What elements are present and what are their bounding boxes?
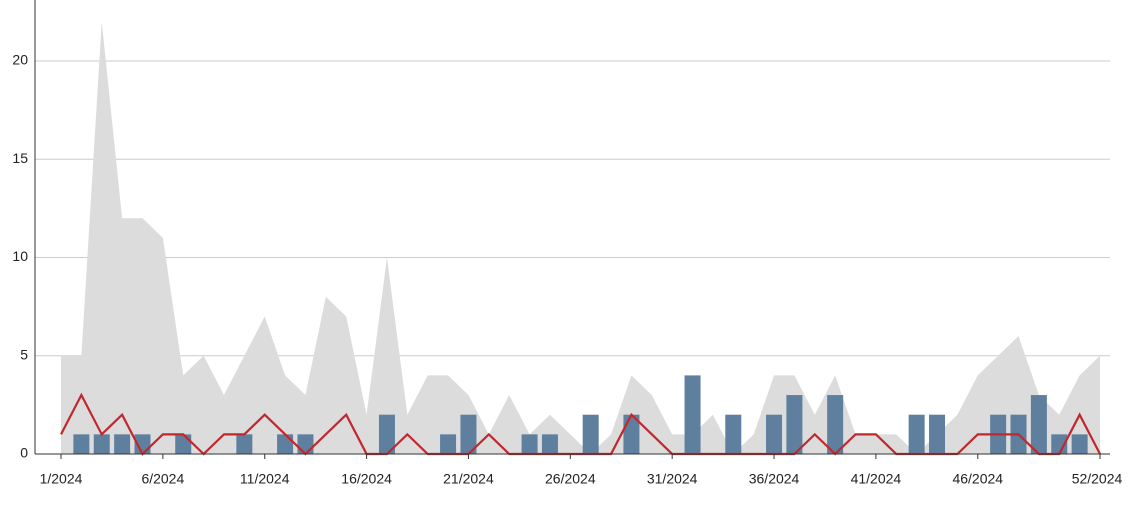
- bar: [1051, 434, 1068, 454]
- x-tick-label: 21/2024: [443, 471, 494, 487]
- x-tick-label: 6/2024: [141, 471, 184, 487]
- bar: [541, 434, 558, 454]
- y-tick-label: 10: [12, 248, 28, 264]
- bar: [440, 434, 457, 454]
- bar: [236, 434, 253, 454]
- bar: [378, 414, 395, 454]
- bar: [929, 414, 946, 454]
- bar: [93, 434, 110, 454]
- bar: [460, 414, 477, 454]
- bar: [114, 434, 131, 454]
- x-tick-label: 52/2024: [1072, 471, 1123, 487]
- bar: [786, 395, 803, 454]
- y-tick-label: 0: [20, 445, 28, 461]
- bar: [684, 375, 701, 454]
- y-tick-label: 15: [12, 150, 28, 166]
- bar: [175, 434, 192, 454]
- y-tick-label: 20: [12, 52, 28, 68]
- bar: [827, 395, 844, 454]
- bar: [277, 434, 294, 454]
- bar: [725, 414, 742, 454]
- x-tick-label: 46/2024: [952, 471, 1003, 487]
- x-tick-label: 1/2024: [40, 471, 83, 487]
- area: [61, 21, 1100, 454]
- bar: [1030, 395, 1047, 454]
- x-tick-label: 26/2024: [545, 471, 596, 487]
- bar: [766, 414, 783, 454]
- bar: [73, 434, 90, 454]
- x-tick-label: 41/2024: [851, 471, 902, 487]
- bar: [521, 434, 538, 454]
- bar: [908, 414, 925, 454]
- y-tick-label: 5: [20, 346, 28, 362]
- bar: [297, 434, 314, 454]
- x-tick-label: 11/2024: [240, 471, 290, 487]
- x-tick-label: 36/2024: [749, 471, 800, 487]
- bar: [582, 414, 599, 454]
- bar: [1071, 434, 1088, 454]
- x-tick-label: 31/2024: [647, 471, 698, 487]
- x-tick-label: 16/2024: [341, 471, 392, 487]
